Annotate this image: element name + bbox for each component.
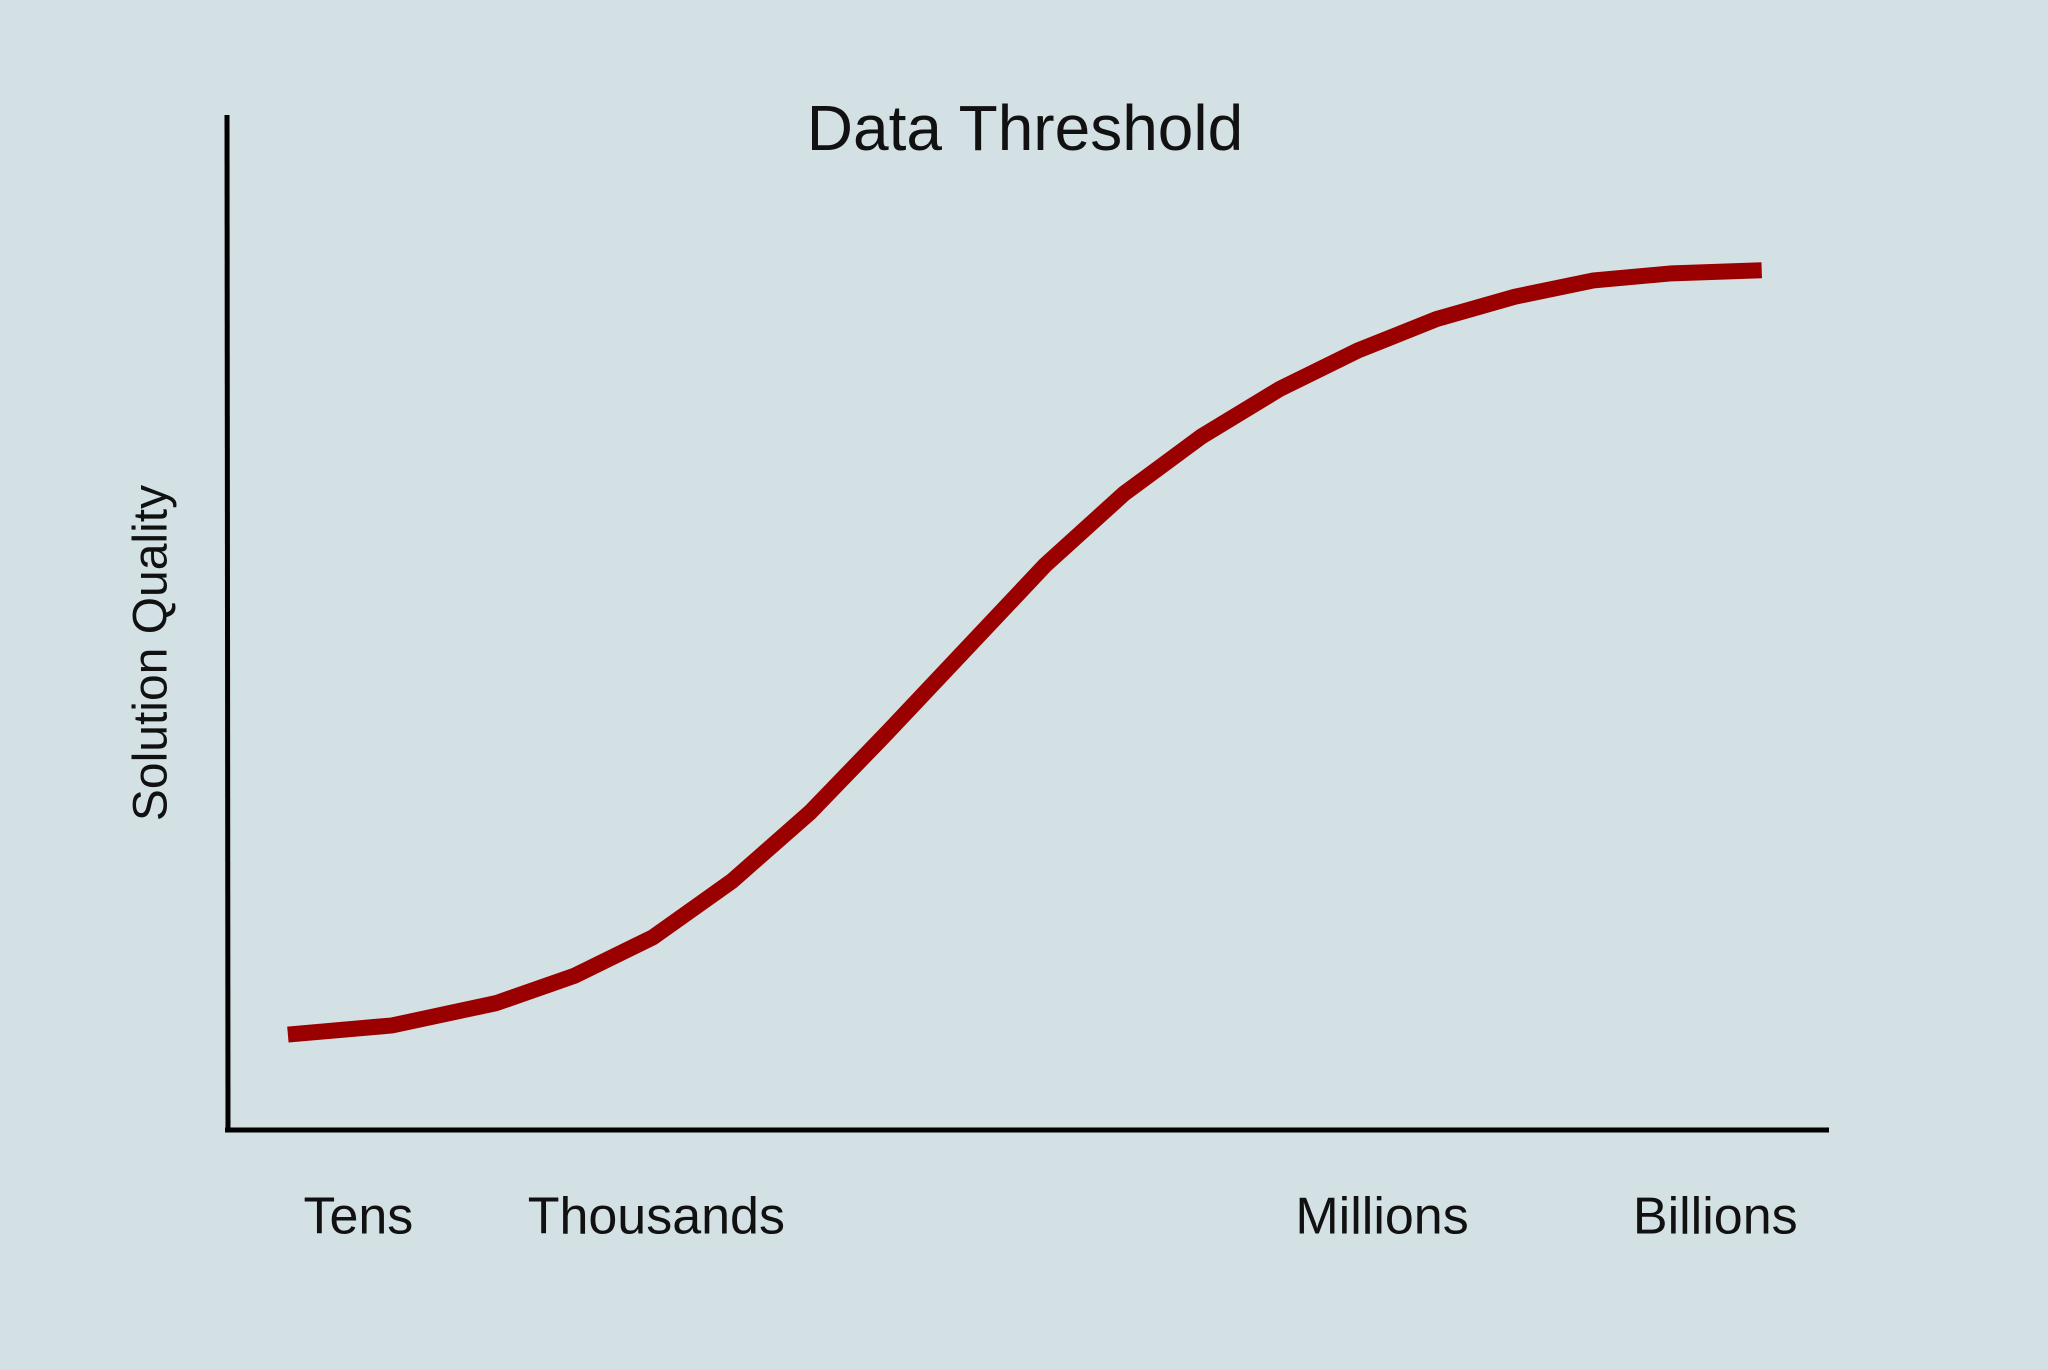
y-axis-label: Solution Quality: [125, 485, 178, 821]
x-tick-label: Tens: [303, 1188, 413, 1246]
x-tick-label: Millions: [1295, 1188, 1468, 1246]
y-axis: [224, 114, 231, 1131]
x-tick-label: Thousands: [528, 1188, 785, 1246]
x-tick-label: Billions: [1633, 1188, 1798, 1246]
chart-title: Data Threshold: [807, 92, 1243, 164]
line-series: [287, 262, 1762, 1043]
